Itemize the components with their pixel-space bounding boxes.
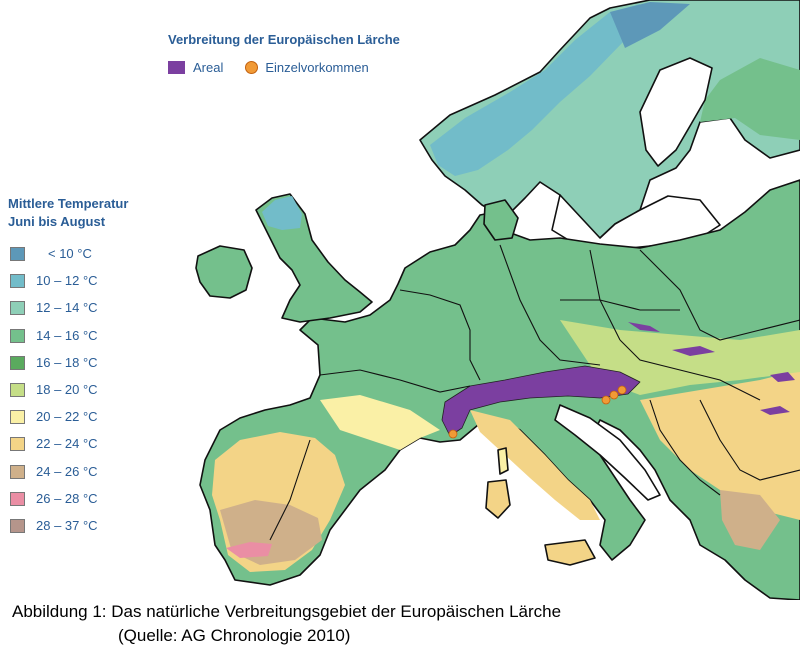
border-line bbox=[619, 339, 761, 401]
einzelvorkommen-dot bbox=[609, 390, 619, 400]
map-title: Verbreitung der Europäischen Lärche bbox=[168, 32, 400, 47]
sicily bbox=[544, 539, 596, 566]
italy-warm bbox=[470, 410, 600, 520]
legend-swatch bbox=[10, 437, 25, 452]
areal-swatch bbox=[168, 61, 185, 74]
legend-label: 20 – 22 °C bbox=[36, 409, 98, 425]
distribution-legend: Areal Einzelvorkommen bbox=[168, 60, 369, 75]
europe-map bbox=[195, 0, 800, 600]
legend-swatch bbox=[10, 382, 25, 397]
caption-line1: Abbildung 1: Das natürliche Verbreitungs… bbox=[12, 602, 562, 621]
legend-swatch bbox=[10, 274, 25, 289]
caption-line2: (Quelle: AG Chronologie 2010) bbox=[118, 626, 351, 645]
temperature-title-line2: Juni bis August bbox=[8, 214, 106, 229]
areal-label: Areal bbox=[193, 60, 224, 75]
carpathian-areal-4 bbox=[760, 406, 790, 415]
border-line bbox=[699, 399, 800, 481]
border-line bbox=[649, 399, 721, 496]
carpathian-areal-3 bbox=[770, 372, 795, 382]
carpathian-areal-1 bbox=[628, 322, 660, 332]
ireland bbox=[195, 245, 253, 299]
einzelvorkommen-label: Einzelvorkommen bbox=[265, 60, 369, 75]
sardinia bbox=[485, 479, 511, 519]
finland-green bbox=[700, 58, 800, 140]
legend-swatch bbox=[10, 301, 25, 316]
adriatic-sea bbox=[554, 404, 661, 501]
legend-label: 12 – 14 °C bbox=[36, 300, 98, 316]
southfrance-warm bbox=[320, 395, 440, 450]
iberia-hottest bbox=[226, 542, 272, 558]
einzelvorkommen-dot bbox=[601, 395, 611, 405]
border-line bbox=[560, 299, 680, 311]
legend-label: 16 – 18 °C bbox=[36, 354, 98, 370]
border-line bbox=[639, 249, 800, 341]
legend-swatch bbox=[10, 410, 25, 425]
legend-label: < 10 °C bbox=[48, 246, 92, 261]
einzelvorkommen-dot bbox=[448, 429, 458, 439]
gulf-of-bothnia bbox=[639, 57, 713, 167]
legend-swatch bbox=[10, 328, 25, 343]
legend-label: 22 – 24 °C bbox=[36, 436, 98, 452]
alps-areal bbox=[441, 365, 641, 437]
greece-hot bbox=[720, 490, 780, 550]
legend-swatch bbox=[10, 247, 25, 261]
legend-label: 18 – 20 °C bbox=[36, 381, 98, 397]
legend-swatch bbox=[10, 464, 25, 479]
legend-label: 28 – 37 °C bbox=[36, 517, 98, 533]
legend-label: 24 – 26 °C bbox=[36, 463, 98, 479]
border-line bbox=[319, 369, 471, 393]
legend-swatch bbox=[10, 518, 25, 533]
legend-label: 26 – 28 °C bbox=[36, 490, 98, 506]
border-line bbox=[399, 289, 481, 381]
border-line bbox=[269, 439, 311, 541]
scotland-cool bbox=[262, 196, 302, 230]
figure-caption: Abbildung 1: Das natürliche Verbreitungs… bbox=[12, 600, 561, 648]
legend-swatch bbox=[10, 491, 25, 506]
temperature-legend-title: Mittlere Temperatur Juni bis August bbox=[8, 195, 158, 231]
corsica bbox=[497, 447, 509, 475]
carpathian-areal-2 bbox=[672, 346, 715, 356]
border-line bbox=[499, 244, 601, 366]
legend-label: 10 – 12 °C bbox=[36, 273, 98, 289]
einzelvorkommen-dot bbox=[617, 385, 627, 395]
norway-west-band bbox=[430, 4, 640, 176]
einzelvorkommen-swatch bbox=[245, 61, 259, 74]
balkan-warm bbox=[640, 370, 800, 520]
denmark bbox=[483, 199, 519, 241]
legend-label: 14 – 16 °C bbox=[36, 327, 98, 343]
legend-swatch bbox=[10, 355, 25, 370]
temperature-title-line1: Mittlere Temperatur bbox=[8, 196, 129, 211]
norway-north-band bbox=[610, 2, 690, 48]
